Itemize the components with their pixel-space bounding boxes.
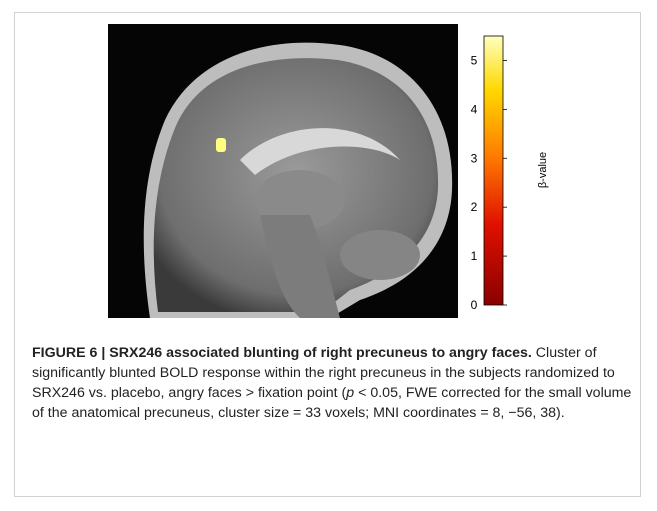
caption-italic: p [346,385,354,401]
figure-image: β-value 0 1 2 3 4 5 [0,0,657,330]
page: β-value 0 1 2 3 4 5 FIGURE 6 | SRX246 associa… [0,0,657,511]
tick-label: 0 [471,298,478,312]
colorbar [484,36,503,305]
colorbar-label: β-value [537,152,549,188]
caption: FIGURE 6 | SRX246 associated blunting of… [32,343,632,423]
mri-slice [108,24,458,318]
caption-title: FIGURE 6 | SRX246 associated blunting of… [32,345,532,361]
tick-label: 2 [471,200,478,214]
tick-label: 4 [471,102,478,116]
tick-label: 1 [471,249,478,263]
tick-label: 3 [471,151,478,165]
tick-label: 5 [471,53,478,67]
